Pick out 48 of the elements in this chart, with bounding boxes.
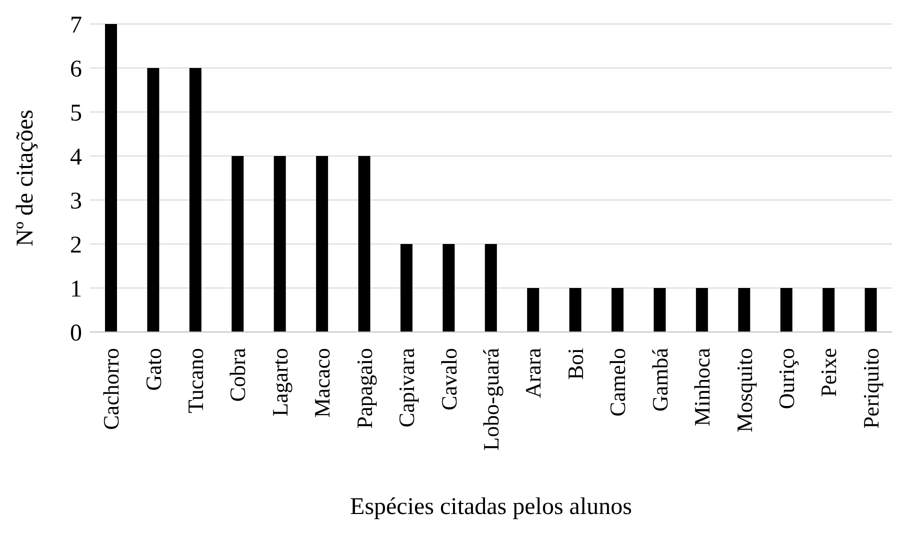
x-tick-label: Cachorro — [98, 348, 124, 430]
x-tick-label: Periquito — [858, 348, 884, 429]
x-tick-label: Cavalo — [436, 348, 462, 410]
bar — [654, 288, 666, 332]
bar — [569, 288, 582, 332]
x-tick-label: Boi — [562, 348, 588, 380]
x-tick-label: Peixe — [816, 348, 842, 397]
x-tick-label: Minhoca — [690, 348, 715, 426]
bar — [316, 156, 328, 332]
x-tick-label: Mosquito — [732, 348, 757, 432]
y-tick-label: 0 — [70, 320, 82, 347]
bar — [822, 288, 835, 332]
x-tick-label: Ouriço — [774, 348, 799, 410]
x-tick-label: Cobra — [225, 348, 250, 402]
bar — [274, 156, 286, 332]
y-tick-label: 1 — [70, 276, 82, 303]
bar — [780, 288, 792, 332]
x-tick-label: Arara — [520, 348, 546, 398]
y-tick-label: 5 — [70, 100, 82, 127]
bar — [864, 288, 877, 332]
bar — [400, 244, 412, 332]
x-tick-label: Camelo — [605, 348, 630, 416]
x-tick-label: Papagaio — [352, 348, 377, 429]
bar — [738, 288, 750, 332]
x-tick-label: Gambá — [647, 348, 672, 412]
y-tick-label: 4 — [70, 144, 82, 171]
y-tick-label: 2 — [70, 232, 82, 259]
bar — [147, 68, 160, 332]
y-tick-label: 7 — [70, 12, 82, 39]
bar — [442, 244, 455, 332]
x-tick-label: Tucano — [183, 348, 208, 414]
x-axis-title: Espécies citadas pelos alunos — [350, 494, 632, 520]
bar — [484, 244, 497, 332]
bar — [358, 156, 370, 332]
bar — [189, 68, 202, 332]
y-tick-label: 6 — [70, 56, 82, 83]
x-tick-label: Gato — [140, 348, 166, 391]
bar — [527, 288, 540, 332]
x-tick-label: Lagarto — [267, 348, 292, 416]
bar — [612, 288, 624, 332]
bar — [232, 156, 244, 332]
y-axis-title: Nº de citações — [12, 110, 39, 246]
y-tick-label: 3 — [70, 188, 82, 215]
x-tick-label: Lobo-guará — [478, 348, 504, 451]
x-tick-label: Capivara — [394, 348, 420, 428]
bar — [105, 24, 117, 332]
bar — [696, 288, 708, 332]
x-tick-label: Macaco — [310, 348, 335, 418]
